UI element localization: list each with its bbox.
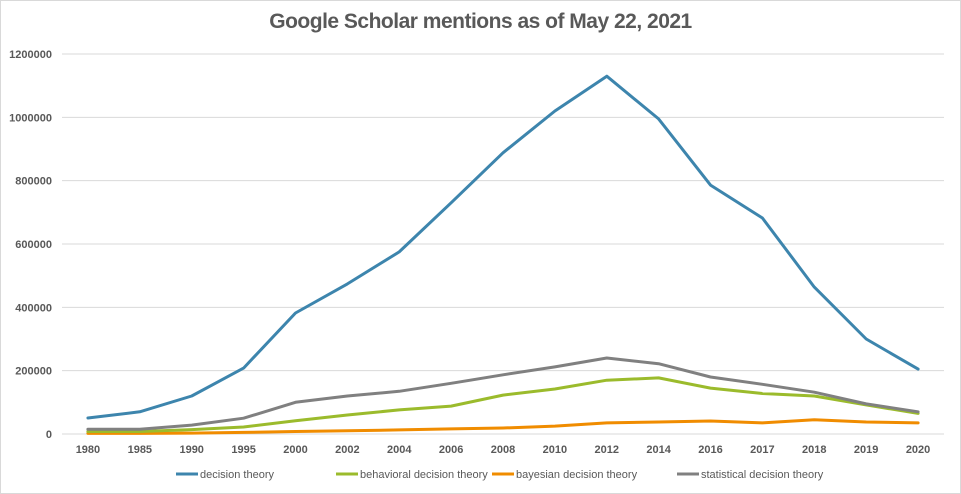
- y-tick-label: 200000: [15, 366, 52, 378]
- legend-label: decision theory: [200, 469, 274, 481]
- x-tick-label: 2017: [750, 444, 774, 456]
- x-tick-label: 1980: [76, 444, 100, 456]
- x-tick-label: 2016: [698, 444, 722, 456]
- gridlines: [62, 53, 944, 435]
- x-tick-label: 2008: [491, 444, 515, 456]
- series-line-decision-theory: [86, 74, 920, 420]
- y-tick-label: 1200000: [9, 49, 52, 61]
- series-lines: [86, 74, 920, 435]
- y-tick-label: 400000: [15, 302, 52, 314]
- x-tick-label: 2002: [335, 444, 359, 456]
- y-tick-label: 600000: [15, 239, 52, 251]
- legend-item: statistical decision theory: [677, 469, 824, 481]
- legend-label: statistical decision theory: [701, 469, 824, 481]
- legend-item: bayesian decision theory: [492, 469, 638, 481]
- x-axis-ticks: 1980 1985 1990 1995 2000 2002 2004 2006 2008 2010…: [76, 444, 931, 456]
- x-tick-label: 1990: [179, 444, 203, 456]
- x-tick-label: 2000: [283, 444, 307, 456]
- x-tick-label: 2020: [906, 444, 930, 456]
- legend: decision theory behavioral decision theor…: [176, 469, 824, 481]
- x-tick-label: 2004: [387, 444, 412, 456]
- x-tick-label: 1995: [231, 444, 255, 456]
- y-tick-label: 1000000: [9, 112, 52, 124]
- legend-item: behavioral decision theory: [336, 469, 488, 481]
- x-tick-label: 2014: [646, 444, 671, 456]
- x-tick-label: 2019: [854, 444, 878, 456]
- legend-item: decision theory: [176, 469, 274, 481]
- y-tick-label: 0: [46, 429, 52, 441]
- x-tick-label: 1985: [128, 444, 152, 456]
- x-tick-label: 2010: [543, 444, 567, 456]
- y-axis-ticks: 0 200000 400000 600000 800000 1000000 1200000: [9, 49, 52, 441]
- legend-label: bayesian decision theory: [516, 469, 638, 481]
- chart-title: Google Scholar mentions as of May 22, 20…: [269, 10, 692, 33]
- x-tick-label: 2006: [439, 444, 463, 456]
- y-tick-label: 800000: [15, 176, 52, 188]
- x-tick-label: 2012: [595, 444, 619, 456]
- legend-label: behavioral decision theory: [360, 469, 488, 481]
- x-tick-label: 2018: [802, 444, 826, 456]
